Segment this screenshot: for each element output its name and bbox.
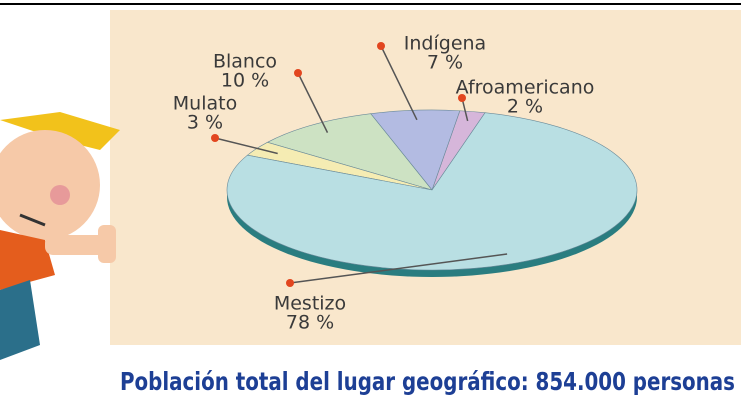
slice-value-label: 3 % (187, 112, 223, 134)
leader-dot (286, 279, 294, 287)
nose (50, 185, 70, 205)
caption: Población total del lugar geográfico: 85… (120, 367, 735, 396)
slice-value-label: 78 % (286, 312, 334, 334)
leader-dot (211, 134, 219, 142)
chart: Población total del lugar geográfico: 85… (0, 0, 741, 400)
slice-value-label: 2 % (507, 96, 543, 118)
slice-value-label: 7 % (427, 52, 463, 74)
slice-value-label: 10 % (221, 70, 269, 92)
leader-dot (294, 69, 302, 77)
leader-dot (377, 42, 385, 50)
hand (98, 225, 116, 263)
